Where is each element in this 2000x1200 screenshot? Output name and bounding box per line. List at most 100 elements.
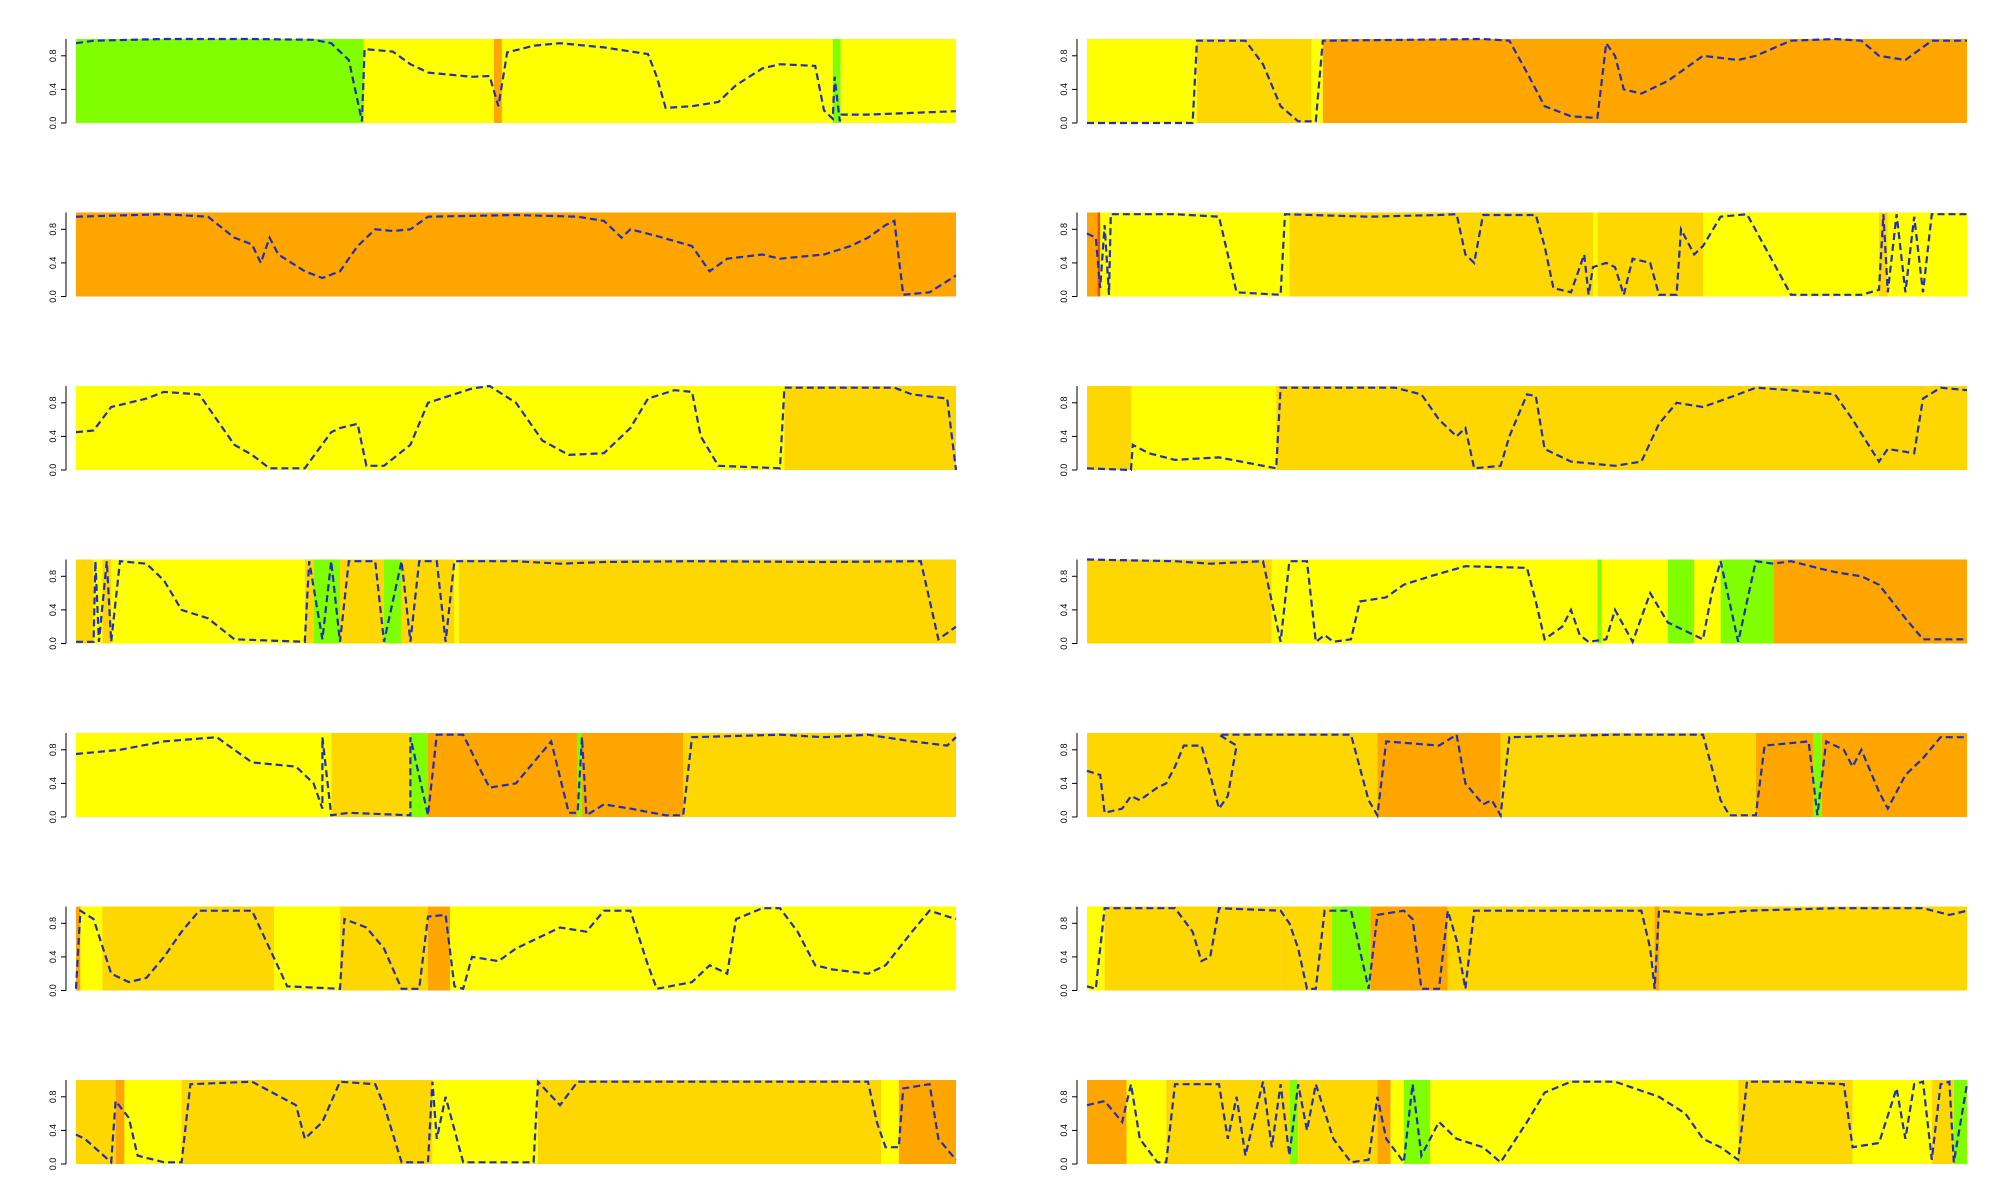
probability-line	[75, 733, 957, 818]
state-segment-orange	[898, 1080, 956, 1164]
state-segment-green	[1813, 733, 1822, 817]
y-tick-label: 0.4	[48, 777, 58, 790]
probability-line	[75, 1079, 957, 1165]
state-segment-yellow	[1593, 212, 1598, 297]
probability-line	[75, 213, 957, 296]
state-segment-orange	[1087, 212, 1098, 297]
y-tick-label: 0.4	[1059, 1124, 1069, 1137]
state-segment-gold	[1280, 906, 1332, 991]
probability-line	[76, 560, 957, 643]
state-segment-gold	[1931, 1080, 1954, 1164]
state-segment-orange	[1377, 1080, 1391, 1164]
state-segment-gold	[1276, 386, 1967, 470]
y-tick-label: 0.4	[1059, 257, 1069, 270]
state-segment-gold	[102, 559, 112, 644]
y-tick-label: 0.0	[1059, 290, 1069, 303]
state-segment-yellow	[840, 39, 956, 123]
y-tick-label: 0.4	[1059, 951, 1069, 964]
state-segment-gold	[1500, 733, 1756, 817]
panel-7: 0.0 0.4 0.8	[48, 559, 957, 650]
y-tick-label: 0.8	[1059, 744, 1069, 757]
state-segment-gold	[1298, 1080, 1378, 1164]
state-segment-yellow	[1703, 212, 1879, 297]
probability-line	[74, 907, 957, 991]
state-segment-green	[1331, 906, 1371, 991]
state-segment-yellow	[76, 733, 332, 817]
state-segment-yellow	[363, 39, 494, 123]
state-segment-green	[76, 39, 364, 123]
state-segment-gold	[784, 386, 956, 470]
state-segment-gold	[458, 559, 956, 644]
y-tick-label: 0.8	[48, 50, 58, 63]
state-segment-yellow	[1087, 906, 1105, 991]
y-tick-label: 0.0	[1059, 1158, 1069, 1171]
y-tick-label: 0.8	[48, 223, 58, 236]
state-segment-gold	[181, 1080, 433, 1164]
y-tick-label: 0.4	[48, 257, 58, 270]
y-tick-label: 0.4	[1059, 83, 1069, 96]
state-segment-yellow	[1087, 39, 1197, 123]
state-segment-gold	[1197, 39, 1312, 123]
state-segment-yellow	[432, 1080, 538, 1164]
y-tick-label: 0.8	[48, 744, 58, 757]
state-segment-gold	[538, 1080, 882, 1164]
state-segment-yellow	[124, 1080, 182, 1164]
panel-2: 0.0 0.4 0.8	[1059, 37, 1967, 129]
state-segment-yellow	[1390, 1080, 1404, 1164]
state-segment-yellow	[76, 386, 785, 470]
state-segment-yellow	[454, 559, 459, 644]
state-segment-gold	[304, 559, 314, 644]
state-segment-gold	[1659, 906, 1967, 991]
probability-line	[1087, 37, 1967, 125]
state-segment-yellow	[1694, 559, 1721, 644]
state-segment-gold	[102, 906, 275, 991]
probability-line	[1086, 213, 1967, 299]
y-tick-label: 0.8	[48, 397, 58, 410]
state-segment-orange	[115, 1080, 125, 1164]
state-segment-orange	[76, 906, 81, 991]
state-segment-gold	[1166, 1080, 1290, 1164]
y-tick-label: 0.0	[48, 637, 58, 650]
y-tick-label: 0.8	[1059, 570, 1069, 583]
y-tick-label: 0.4	[48, 430, 58, 443]
state-segment-yellow	[1601, 559, 1668, 644]
y-tick-label: 0.8	[48, 917, 58, 930]
y-tick-label: 0.4	[1059, 430, 1069, 443]
state-segment-gold	[331, 733, 411, 817]
state-segment-orange	[428, 906, 450, 991]
state-segment-gold	[76, 1080, 116, 1164]
state-segment-green	[832, 39, 841, 123]
panel-4: 0.0 0.4 0.8	[1059, 212, 1967, 303]
y-tick-label: 0.8	[1059, 223, 1069, 236]
state-segment-yellow	[450, 906, 956, 991]
state-segment-gold	[401, 559, 455, 644]
y-tick-label: 0.0	[48, 984, 58, 997]
y-tick-label: 0.4	[48, 951, 58, 964]
state-segment-yellow	[1430, 1080, 1739, 1164]
y-tick-label: 0.0	[1059, 637, 1069, 650]
state-segment-orange	[1755, 733, 1813, 817]
panel-13: 0.0 0.4 0.8	[48, 1079, 957, 1171]
state-segment-orange	[76, 212, 956, 297]
y-tick-label: 0.0	[48, 1158, 58, 1171]
probability-line	[1086, 558, 1967, 645]
state-segment-gold	[1447, 906, 1655, 991]
state-segment-yellow	[274, 906, 340, 991]
y-tick-label: 0.4	[1059, 604, 1069, 617]
state-segment-yellow	[1271, 559, 1598, 644]
panel-14: 0.0 0.4 0.8	[1059, 1080, 1969, 1171]
y-tick-label: 0.4	[48, 1124, 58, 1137]
y-tick-label: 0.4	[48, 83, 58, 96]
state-segment-yellow	[1311, 39, 1323, 123]
y-tick-label: 0.0	[48, 290, 58, 303]
probability-line	[1086, 1080, 1969, 1166]
state-segment-orange	[1821, 733, 1967, 817]
probability-line	[1086, 732, 1967, 819]
panel-5: 0.0 0.4 0.8	[48, 384, 958, 477]
state-segment-yellow	[1100, 212, 1290, 297]
state-segment-yellow	[881, 1080, 899, 1164]
y-tick-label: 0.0	[48, 464, 58, 477]
y-tick-label: 0.8	[1059, 397, 1069, 410]
state-segment-gold	[1738, 1080, 1853, 1164]
y-tick-label: 0.0	[48, 117, 58, 130]
